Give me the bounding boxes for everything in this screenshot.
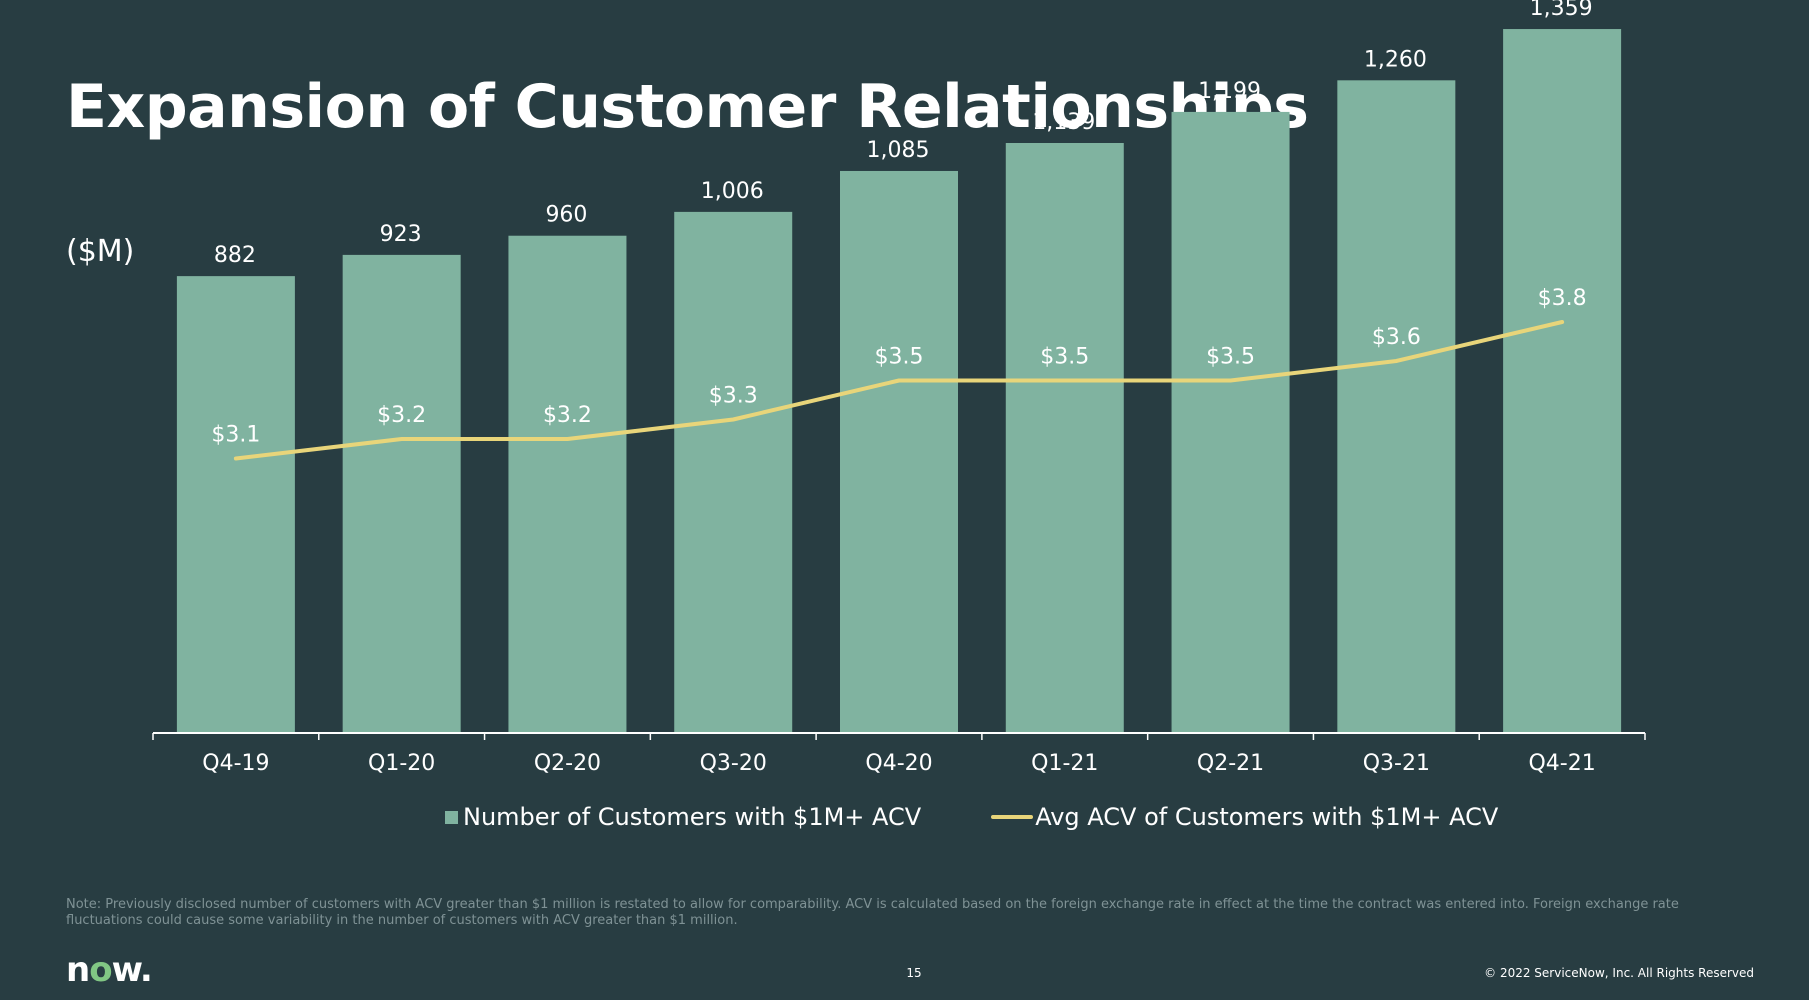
legend-line-label: Avg ACV of Customers with $1M+ ACV <box>1035 803 1499 831</box>
bar-q1-21 <box>1005 142 1124 734</box>
x-tick-label: Q1-21 <box>1031 751 1098 776</box>
line-value-label: $3.8 <box>1538 286 1587 311</box>
x-tick-label: Q2-20 <box>534 751 601 776</box>
customer-chart: 882 Q4-19 923 Q1-20 960 Q2-20 1,006 Q3-20 1,085 Q… <box>152 0 1646 776</box>
legend-item-bars: Number of Customers with $1M+ ACV <box>445 803 921 831</box>
line-value-label: $3.1 <box>211 423 260 448</box>
x-tick-label: Q3-21 <box>1363 751 1430 776</box>
line-value-label: $3.5 <box>1206 345 1255 370</box>
bar-value-label: 1,006 <box>701 179 764 204</box>
bar-value-label: 1,139 <box>1032 110 1095 135</box>
legend-line-swatch <box>991 815 1034 819</box>
slide-title: Expansion of Customer Relationships <box>66 72 1309 142</box>
bar-value-label: 1,199 <box>1198 79 1261 104</box>
bar-value-label: 1,359 <box>1530 0 1593 21</box>
x-tick-label: Q4-21 <box>1528 751 1595 776</box>
now-logo: now. <box>66 950 153 990</box>
logo-w: w. <box>111 950 153 990</box>
bar-value-label: 1,085 <box>867 138 930 163</box>
line-value-label: $3.2 <box>543 403 592 428</box>
unit-label: ($M) <box>66 234 135 269</box>
line-value-label: $3.5 <box>875 345 924 370</box>
x-tick-label: Q1-20 <box>368 751 435 776</box>
x-tick-label: Q2-21 <box>1197 751 1264 776</box>
bar-q1-20 <box>342 254 461 734</box>
line-value-label: $3.6 <box>1372 325 1421 350</box>
line-value-label: $3.3 <box>709 384 758 409</box>
bar-value-label: 923 <box>380 222 422 247</box>
legend-item-line: Avg ACV of Customers with $1M+ ACV <box>991 803 1498 831</box>
logo-n: n <box>66 950 90 990</box>
bar-q3-21 <box>1337 80 1456 733</box>
bar-q4-19 <box>176 276 295 733</box>
line-value-label: $3.2 <box>377 403 426 428</box>
legend-bar-swatch <box>445 810 458 824</box>
logo-o: o <box>89 950 112 990</box>
bar-q4-20 <box>840 170 958 734</box>
legend-bar-label: Number of Customers with $1M+ ACV <box>463 803 922 831</box>
bar-value-label: 1,260 <box>1364 47 1427 72</box>
bar-q2-21 <box>1171 111 1290 734</box>
bar-q2-20 <box>508 235 627 733</box>
page-number: 15 <box>906 966 922 980</box>
bar-value-label: 882 <box>214 243 256 268</box>
x-tick-label: Q4-20 <box>865 751 932 776</box>
footnote: Note: Previously disclosed number of cus… <box>66 897 1679 928</box>
bar-q3-20 <box>674 211 793 734</box>
chart-legend: Number of Customers with $1M+ ACV Avg AC… <box>445 803 1498 831</box>
copyright: © 2022 ServiceNow, Inc. All Rights Reser… <box>1484 966 1754 980</box>
bar-q4-21 <box>1503 29 1622 733</box>
x-tick-label: Q3-20 <box>700 751 767 776</box>
bar-value-label: 960 <box>545 203 587 228</box>
x-tick-label: Q4-19 <box>202 751 269 776</box>
line-value-label: $3.5 <box>1040 345 1089 370</box>
